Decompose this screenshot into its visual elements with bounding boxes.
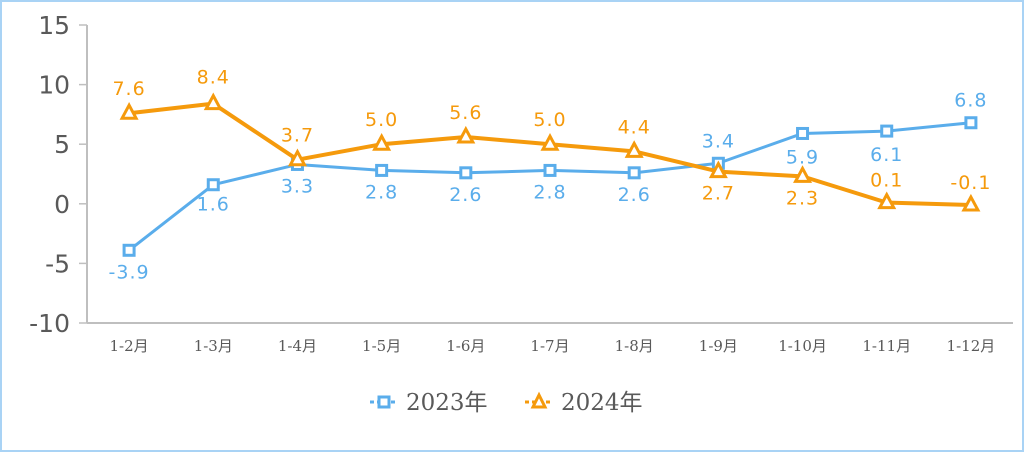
legend-item-2024年[interactable]: 2024年 (525, 390, 643, 416)
square-marker-icon (206, 178, 220, 192)
x-tick-label: 1-2月 (110, 337, 149, 355)
data-label: 2.8 (365, 181, 398, 203)
y-tick-label: -5 (45, 249, 70, 278)
legend-label: 2024年 (561, 390, 643, 416)
data-label: 2.3 (786, 187, 819, 209)
y-tick-label: 5 (54, 130, 70, 159)
data-label: 8.4 (197, 67, 230, 89)
chart-axes (86, 25, 1013, 324)
square-marker-icon (377, 395, 391, 409)
x-tick-label: 1-6月 (446, 337, 485, 355)
x-axis-ticks: 1-2月 1-3月 1-4月 1-5月 1-6月 1-7月 1-8月 1-9月 1-10月 1-1… (110, 337, 996, 355)
x-tick-label: 1-4月 (278, 337, 317, 355)
y-tick-label: 15 (38, 11, 70, 40)
x-tick-label: 1-8月 (615, 337, 654, 355)
triangle-marker-icon (119, 102, 139, 120)
triangle-marker-icon (287, 148, 307, 167)
triangle-marker-icon (203, 92, 223, 111)
data-label: 5.0 (365, 109, 398, 131)
data-label: -3.9 (109, 261, 150, 283)
data-label: 2.6 (449, 184, 482, 206)
square-marker-icon (459, 166, 473, 180)
y-tick-label: 0 (54, 190, 70, 219)
triangle-marker-icon (877, 191, 897, 210)
triangle-marker-icon (372, 133, 392, 151)
data-label: 3.4 (702, 130, 735, 152)
data-label: 3.7 (281, 125, 314, 147)
data-label: 4.4 (618, 116, 651, 138)
chart-legend: 2023年 2024年 (370, 390, 643, 416)
square-marker-icon (964, 116, 978, 130)
triangle-marker-icon (708, 160, 728, 179)
data-label: 5.9 (786, 146, 819, 168)
square-marker-icon (880, 124, 894, 138)
x-tick-label: 1-5月 (362, 337, 401, 355)
triangle-marker-icon (793, 165, 813, 183)
data-label: 5.6 (449, 102, 482, 124)
triangle-marker-icon (624, 140, 644, 158)
data-label: 3.3 (281, 175, 314, 197)
data-label: 7.6 (112, 78, 145, 100)
chart-series: -3.9 1.6 3.3 2.8 2.6 2.8 2.6 3.4 5.9 6.1 6.8 7.6 8.4… (109, 67, 991, 284)
square-marker-icon (375, 163, 389, 177)
series-2024年: 7.6 8.4 3.7 5.0 5.6 5.0 4.4 2.7 2.3 0.1 -0.1 (112, 67, 991, 212)
legend-item-2023年[interactable]: 2023年 (370, 390, 488, 416)
data-label: 1.6 (197, 194, 230, 216)
series-2023年: -3.9 1.6 3.3 2.8 2.6 2.8 2.6 3.4 5.9 6.1 6.8 (109, 90, 987, 284)
triangle-marker-icon (456, 125, 476, 144)
data-label: 6.1 (870, 144, 903, 166)
x-tick-label: 1-3月 (194, 337, 233, 355)
square-marker-icon (627, 166, 641, 180)
y-axis-ticks: 15 10 5 0 -5 -10 (29, 11, 87, 338)
data-label: -0.1 (950, 172, 991, 194)
triangle-marker-icon (530, 391, 548, 409)
legend-label: 2023年 (406, 390, 488, 416)
data-label: 2.6 (618, 184, 651, 206)
data-label: 5.0 (533, 109, 566, 131)
y-tick-label: -10 (29, 309, 70, 338)
data-label: 0.1 (870, 170, 903, 192)
x-tick-label: 1-11月 (862, 337, 911, 355)
x-tick-label: 1-9月 (699, 337, 738, 355)
x-tick-label: 1-12月 (947, 337, 996, 355)
square-marker-icon (543, 163, 557, 177)
square-marker-icon (796, 126, 810, 140)
data-label: 6.8 (954, 90, 987, 112)
data-label: 2.8 (533, 181, 566, 203)
x-tick-label: 1-10月 (778, 337, 827, 355)
y-tick-label: 10 (38, 71, 70, 100)
square-marker-icon (122, 243, 136, 257)
triangle-marker-icon (961, 193, 981, 212)
x-tick-label: 1-7月 (530, 337, 569, 355)
triangle-marker-icon (540, 133, 560, 151)
data-label: 2.7 (702, 183, 735, 205)
